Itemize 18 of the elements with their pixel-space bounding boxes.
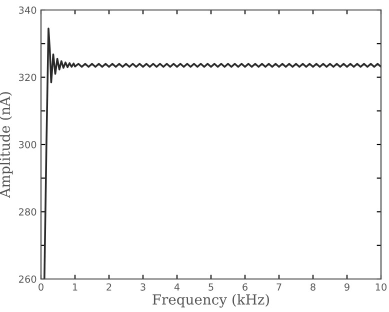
x-axis-title: Frequency (kHz) <box>152 294 270 308</box>
y-tick-label: 260 <box>18 275 36 283</box>
x-tick-label: 1 <box>72 283 78 291</box>
x-tick-label: 9 <box>344 283 350 291</box>
x-tick-label: 7 <box>276 283 282 291</box>
x-tick-label: 10 <box>376 283 387 291</box>
x-tick-label: 4 <box>174 283 180 291</box>
x-tick-label: 5 <box>208 283 214 291</box>
y-tick-label: 340 <box>19 6 36 14</box>
y-tick-label: 280 <box>18 208 36 216</box>
y-tick-label: 300 <box>19 140 36 148</box>
x-tick-label: 8 <box>310 283 316 291</box>
x-tick-label: 3 <box>140 283 146 291</box>
y-tick-label: 320 <box>19 74 36 82</box>
line-series <box>43 28 381 279</box>
x-tick-label: 0 <box>38 283 44 291</box>
x-tick-label: 6 <box>242 283 248 291</box>
x-tick-label: 2 <box>106 283 112 291</box>
